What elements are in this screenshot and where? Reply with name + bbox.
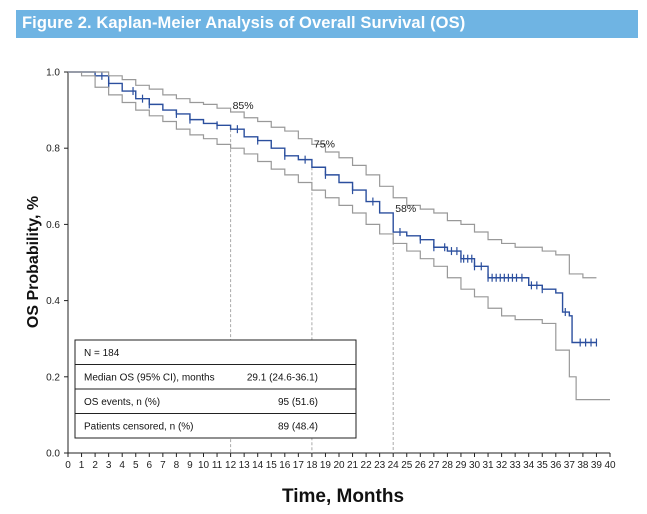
y-tick-label: 1.0 xyxy=(46,68,60,79)
x-tick-label: 0 xyxy=(65,460,71,471)
landmark-label: 85% xyxy=(233,100,254,112)
x-tick-label: 31 xyxy=(482,460,494,471)
x-tick-label: 23 xyxy=(374,460,386,471)
x-tick-label: 24 xyxy=(388,460,400,471)
x-tick-label: 20 xyxy=(333,460,345,471)
x-tick-label: 19 xyxy=(320,460,332,471)
table-row-label: Patients censored, n (%) xyxy=(84,421,194,432)
x-tick-label: 9 xyxy=(187,460,193,471)
x-tick-label: 30 xyxy=(469,460,481,471)
lower-ci-curve xyxy=(68,71,610,401)
x-tick-label: 5 xyxy=(133,460,139,471)
estimate-curve xyxy=(68,71,597,344)
x-tick-label: 26 xyxy=(415,460,427,471)
x-tick-label: 6 xyxy=(147,460,153,471)
x-tick-label: 3 xyxy=(106,460,112,471)
x-tick-label: 21 xyxy=(347,460,359,471)
x-tick-label: 11 xyxy=(212,460,223,471)
x-tick-label: 35 xyxy=(537,460,549,471)
x-tick-label: 16 xyxy=(279,460,291,471)
y-axis-label: OS Probability, % xyxy=(25,196,42,328)
x-tick-label: 29 xyxy=(455,460,467,471)
table-row-value: 89 (48.4) xyxy=(278,421,318,432)
x-tick-label: 2 xyxy=(92,460,98,471)
reference-lines xyxy=(230,129,394,453)
x-tick-label: 22 xyxy=(361,460,373,471)
x-tick-label: 14 xyxy=(252,460,264,471)
y-tick-label: 0.0 xyxy=(46,449,60,460)
x-tick-label: 18 xyxy=(306,460,318,471)
x-tick-label: 36 xyxy=(550,460,562,471)
x-tick-label: 40 xyxy=(604,460,616,471)
curves xyxy=(68,71,610,401)
figure-title: Figure 2. Kaplan-Meier Analysis of Overa… xyxy=(22,14,466,32)
x-tick-label: 37 xyxy=(564,460,576,471)
x-tick-label: 10 xyxy=(198,460,210,471)
x-tick-label: 8 xyxy=(174,460,180,471)
y-tick-label: 0.6 xyxy=(46,220,60,231)
x-tick-label: 15 xyxy=(266,460,278,471)
x-tick-label: 34 xyxy=(523,460,535,471)
landmark-label: 58% xyxy=(395,203,416,215)
x-tick-label: 25 xyxy=(401,460,413,471)
x-tick-label: 27 xyxy=(428,460,440,471)
summary-table: N = 184 Median OS (95% CI), months 29.1 (2… xyxy=(74,339,357,439)
y-tick-label: 0.2 xyxy=(46,372,60,383)
x-tick-label: 28 xyxy=(442,460,454,471)
upper-ci-curve xyxy=(68,71,597,279)
landmark-label: 75% xyxy=(314,138,335,150)
table-row-label: OS events, n (%) xyxy=(84,397,160,408)
y-tick-label: 0.4 xyxy=(46,296,60,307)
x-tick-label: 38 xyxy=(577,460,589,471)
x-tick-label: 12 xyxy=(225,460,237,471)
x-tick-label: 13 xyxy=(239,460,251,471)
x-tick-label: 39 xyxy=(591,460,603,471)
x-tick-label: 1 xyxy=(79,460,85,471)
table-row-value: 29.1 (24.6-36.1) xyxy=(247,372,318,383)
table-row-value: 95 (51.6) xyxy=(278,397,318,408)
x-tick-label: 33 xyxy=(510,460,522,471)
table-row-label: N = 184 xyxy=(84,348,120,359)
annotations: 85% 75% 58% xyxy=(233,100,417,215)
y-tick-label: 0.8 xyxy=(46,144,60,155)
x-axis-label: Time, Months xyxy=(282,486,404,507)
figure-banner: Figure 2. Kaplan-Meier Analysis of Overa… xyxy=(16,10,638,38)
chart-axes: 0 1 2 3 4 5 6 7 8 9 10 11 12 13 14 15 16 17 18 19 20 21 22 23 24… xyxy=(46,68,616,472)
x-tick-label: 17 xyxy=(293,460,305,471)
x-tick-label: 4 xyxy=(119,460,125,471)
x-tick-label: 7 xyxy=(160,460,166,471)
table-row-label: Median OS (95% CI), months xyxy=(84,372,215,383)
x-tick-label: 32 xyxy=(496,460,508,471)
